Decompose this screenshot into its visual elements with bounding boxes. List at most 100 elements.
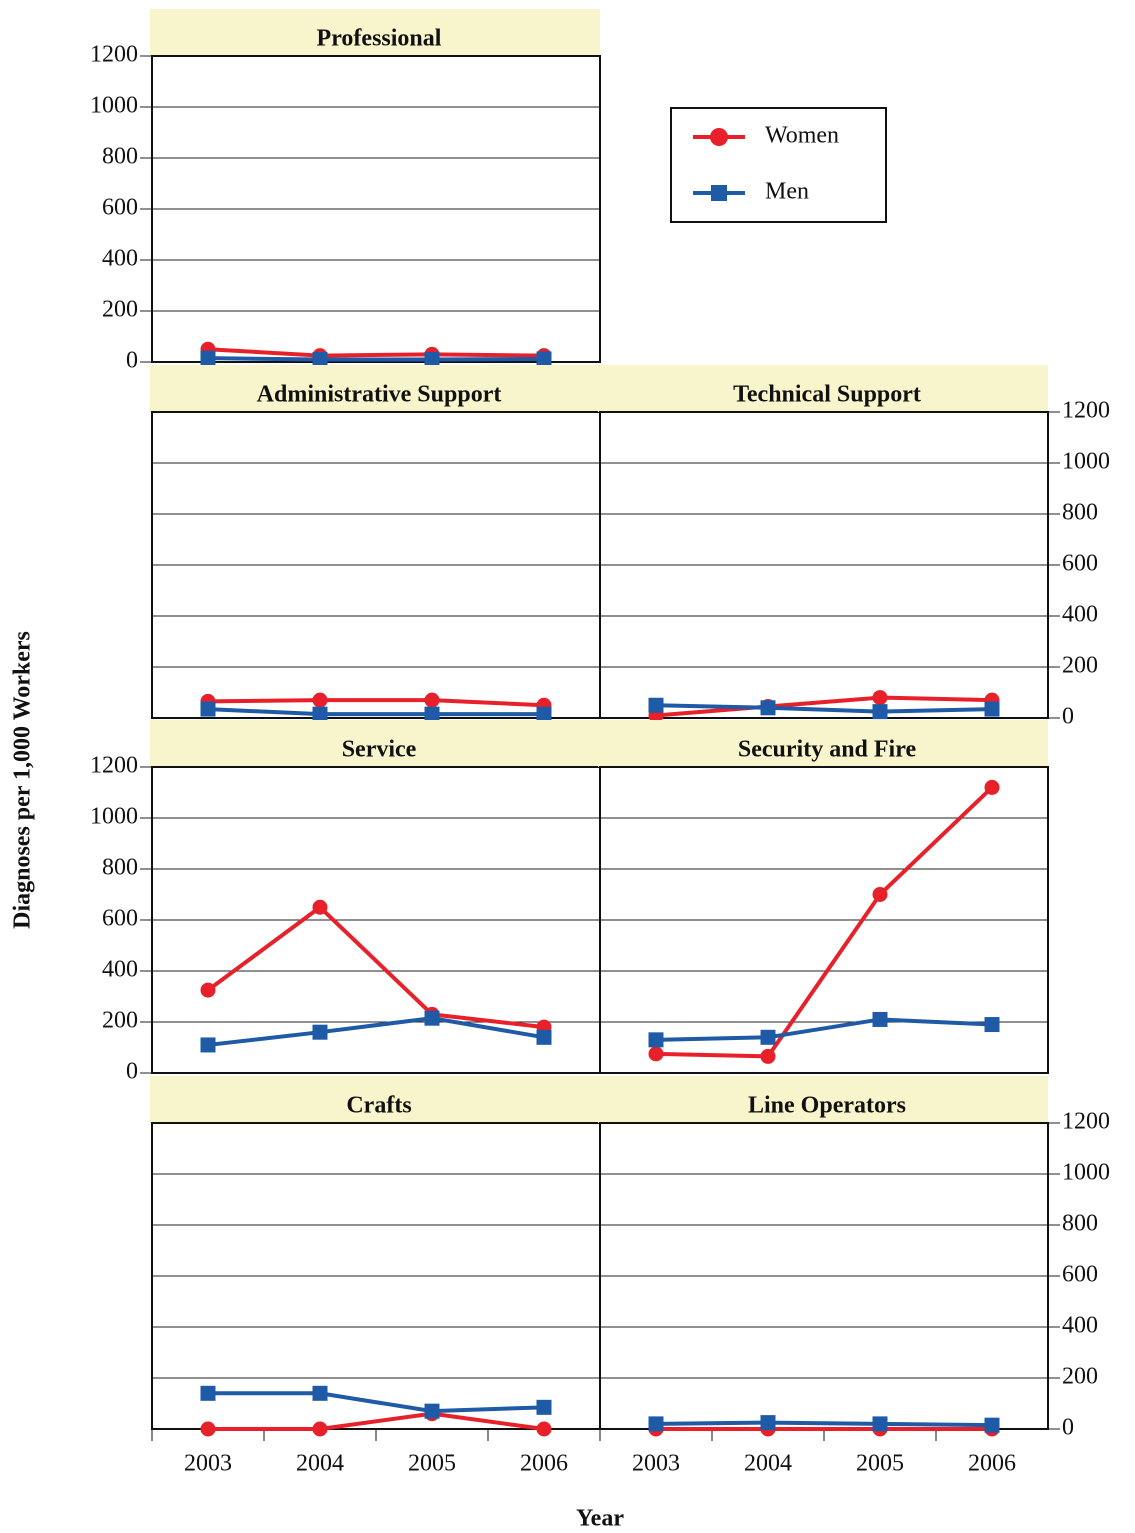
series-line [208,1411,545,1431]
y-tick-label: 400 [1062,1313,1098,1339]
x-tick-label: 2003 [632,1451,680,1477]
y-tick-label: 600 [1062,551,1098,577]
marker [312,351,328,367]
marker [424,706,440,722]
marker [760,1029,776,1045]
y-tick-label: 200 [1062,1364,1098,1390]
marker [872,1011,888,1027]
marker [536,1421,552,1437]
x-axis-label: Year [576,1506,624,1532]
panel-title: Service [342,737,417,763]
y-tick-label: 0 [126,348,138,374]
marker [200,1037,216,1053]
marker [424,351,440,367]
marker [648,1416,664,1432]
marker [536,351,552,367]
y-tick-label: 800 [102,855,138,881]
panel-title: Crafts [346,1093,411,1119]
marker [872,690,888,706]
y-tick-label: 1000 [90,93,138,119]
marker [200,350,216,366]
title-band [150,720,600,767]
marker [648,1046,664,1062]
marker [312,1421,328,1437]
y-tick-label: 400 [1062,602,1098,628]
marker [984,1017,1000,1033]
panel-title: Security and Fire [738,737,917,763]
marker [200,1421,216,1437]
plot-frame [599,411,1049,719]
marker [200,1385,216,1401]
y-tick-label: 1200 [90,42,138,68]
series-line [207,1016,545,1047]
y-tick-label: 1000 [1062,1160,1110,1186]
y-tick-label: 0 [126,1059,138,1085]
marker [760,700,776,716]
marker [648,1032,664,1048]
marker [984,701,1000,717]
title-band [598,720,1048,767]
legend-box [670,107,887,223]
series-line [655,1017,993,1042]
series-line [655,703,993,714]
legend-label: Women [765,123,839,149]
series-line [207,356,545,362]
series-line [207,347,545,358]
title-band [150,1076,600,1123]
marker [200,982,216,998]
marker [312,1385,328,1401]
x-tick-label: 2004 [296,1451,344,1477]
marker [312,1024,328,1040]
x-tick-label: 2003 [184,1451,232,1477]
y-tick-label: 1200 [1062,1109,1110,1135]
y-tick-label: 600 [102,906,138,932]
marker [312,706,328,722]
y-tick-label: 1200 [90,753,138,779]
series-line [655,695,993,718]
title-band [150,365,600,412]
series-line [655,1420,993,1428]
y-tick-label: 0 [1062,704,1074,730]
y-tick-label: 200 [102,1008,138,1034]
legend-marker [711,185,727,201]
y-tick-label: 800 [102,144,138,170]
series-line [655,785,994,1059]
marker [872,704,888,720]
panel-title: Line Operators [748,1093,906,1119]
title-band [150,9,600,56]
series-line [206,904,545,1030]
marker [536,1399,552,1415]
marker [312,692,328,708]
x-tick-label: 2006 [520,1451,568,1477]
panel-title: Professional [317,26,442,52]
y-tick-label: 0 [1062,1415,1074,1441]
x-tick-label: 2005 [856,1451,904,1477]
y-tick-label: 600 [102,195,138,221]
y-tick-label: 600 [1062,1262,1098,1288]
series-line [208,1391,545,1414]
marker [872,1416,888,1432]
marker [760,1415,776,1431]
marker [872,887,888,902]
series-line [207,707,544,717]
panel-title: Technical Support [733,382,921,408]
marker [984,1417,1000,1433]
plot-frame [599,766,1049,1074]
y-tick-label: 800 [1062,500,1098,526]
legend-marker [710,128,728,146]
y-tick-label: 800 [1062,1211,1098,1237]
y-tick-label: 400 [102,957,138,983]
x-tick-label: 2006 [968,1451,1016,1477]
marker [648,697,664,713]
y-tick-label: 1000 [1062,449,1110,475]
plot-frame [151,55,601,363]
y-tick-label: 200 [102,297,138,323]
y-axis-label: Diagnoses per 1,000 Workers [10,631,36,929]
legend-label: Men [765,179,809,205]
y-tick-label: 1200 [1062,398,1110,424]
y-tick-label: 200 [1062,653,1098,679]
x-tick-label: 2004 [744,1451,792,1477]
marker [424,1010,440,1026]
marker [536,1029,552,1045]
marker [424,692,440,708]
